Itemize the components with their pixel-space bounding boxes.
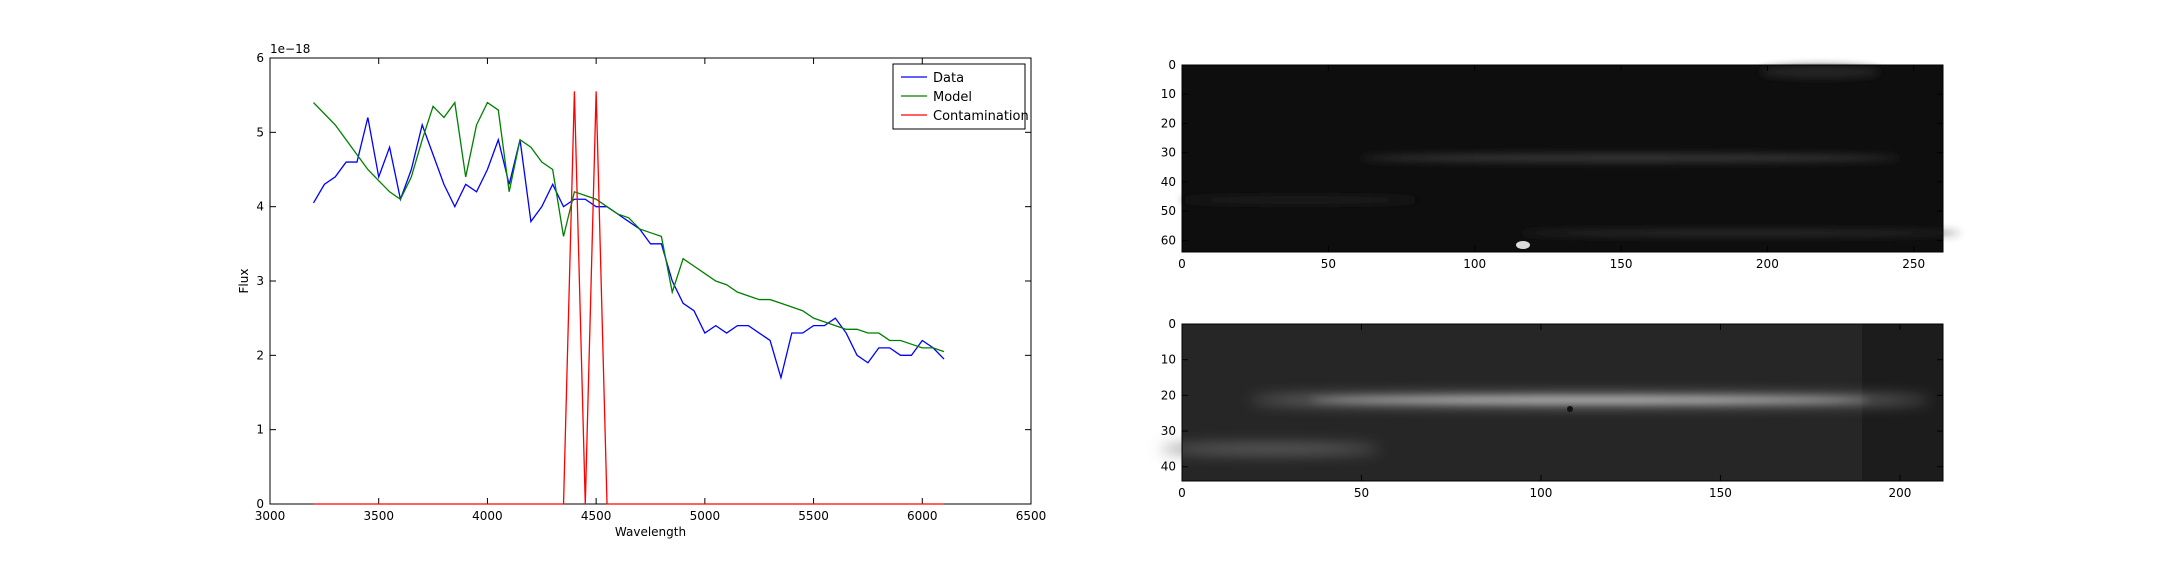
line — [313, 91, 945, 505]
y-tick-label: 10 — [1161, 353, 1176, 367]
x-tick-label: 3000 — [255, 509, 286, 523]
x-tick-label: 50 — [1321, 257, 1336, 271]
x-tick-label: 0 — [1178, 257, 1186, 271]
y-tick-label: 3 — [256, 274, 264, 288]
x-tick-label: 4000 — [472, 509, 503, 523]
y-tick-label: 10 — [1161, 87, 1176, 101]
x-tick-label: 150 — [1709, 486, 1732, 500]
y-tick-label: 30 — [1161, 146, 1176, 160]
x-tick-label: 3500 — [363, 509, 394, 523]
y-tick-label: 5 — [256, 125, 264, 139]
x-tick-label: 150 — [1610, 257, 1633, 271]
y-tick-label: 6 — [256, 51, 264, 65]
y-tick-label: 30 — [1161, 424, 1176, 438]
y-tick-label: 0 — [1168, 317, 1176, 331]
y-tick-label: 20 — [1161, 116, 1176, 130]
y-tick-label: 0 — [1168, 58, 1176, 72]
offset-text: 1e−18 — [270, 42, 310, 56]
x-tick-label: 5500 — [798, 509, 829, 523]
axes-frame — [1181, 64, 1944, 253]
x-tick-label: 100 — [1530, 486, 1553, 500]
x-tick-label: 50 — [1354, 486, 1369, 500]
legend-label: Contamination — [933, 109, 1029, 124]
y-tick-label: 50 — [1161, 204, 1176, 218]
image-top — [1180, 65, 1960, 252]
x-axis-label: Wavelength — [615, 525, 686, 539]
y-tick-label: 1 — [256, 423, 264, 437]
x-tick-label: 5000 — [690, 509, 721, 523]
line — [312, 117, 945, 381]
x-tick-label: 6500 — [1016, 509, 1047, 523]
y-tick-label: 60 — [1161, 233, 1176, 247]
x-tick-label: 250 — [1902, 257, 1925, 271]
line — [313, 100, 945, 353]
x-tick-label: 200 — [1888, 486, 1911, 500]
y-axis-label: Flux — [237, 269, 251, 294]
image-bottom — [1160, 324, 1943, 481]
x-tick-label: 6000 — [907, 509, 938, 523]
y-tick-label: 0 — [256, 497, 264, 511]
axes-frame — [1181, 323, 1944, 482]
x-tick-label: 100 — [1463, 257, 1486, 271]
x-tick-label: 0 — [1178, 486, 1186, 500]
y-tick-label: 20 — [1161, 388, 1176, 402]
legend-label: Data — [933, 71, 964, 86]
y-tick-label: 2 — [256, 348, 264, 362]
x-tick-label: 200 — [1756, 257, 1779, 271]
y-tick-label: 40 — [1161, 175, 1176, 189]
x-tick-label: 4500 — [581, 509, 612, 523]
y-tick-label: 4 — [256, 200, 264, 214]
y-tick-label: 40 — [1161, 460, 1176, 474]
legend-label: Model — [933, 90, 972, 105]
